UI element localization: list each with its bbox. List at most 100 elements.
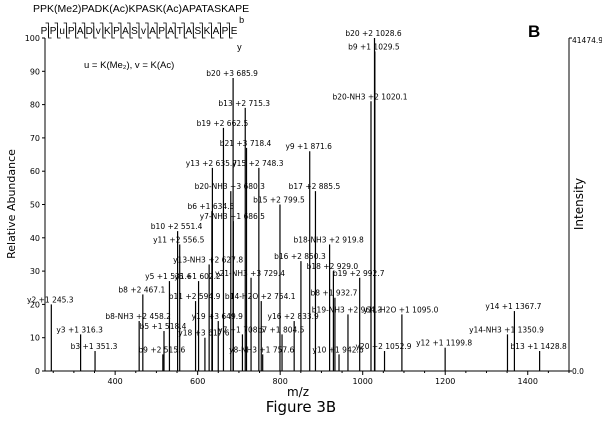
y-ion-cleavage-mark [165, 26, 170, 39]
peak-label: y12 +1 1199.8 [416, 339, 472, 348]
peak-label: b13 +1 1428.8 [510, 342, 567, 351]
peak-label: b20-NH3 +2 1020.1 [332, 92, 407, 101]
x-tick-label: 800 [273, 377, 288, 386]
y-ion-cleavage-mark [120, 26, 124, 39]
y-tick-label: 0 [35, 367, 40, 376]
y-ion-cleavage-mark [84, 26, 88, 39]
peak-label: b16 +2 850.3 [274, 252, 326, 261]
sequence-residue: A [185, 26, 192, 37]
sequence-residue: K [204, 26, 211, 37]
sequence-residue: P [50, 26, 57, 37]
peak-label: b6 +1 634.5 [187, 202, 234, 211]
peak-label: y2 +1 245.3 [27, 295, 74, 304]
peak-label: b20-NH3 +3 680.3 [195, 182, 266, 191]
y-ion-cleavage-mark [211, 26, 215, 39]
peak-label: b18-NH3 +2 919.8 [293, 235, 364, 244]
y-tick-label: 30 [30, 267, 40, 276]
sequence-residue: P [113, 26, 120, 37]
x-tick-label: 1000 [353, 377, 373, 386]
y-tick-label: 20 [30, 300, 40, 309]
y-axis-label: Relative Abundance [5, 149, 18, 259]
peak-label: b5 +1 518.4 [140, 322, 187, 331]
peak-label: y7-NH3 +1 686.5 [200, 212, 265, 221]
y-ion-cleavage-mark [111, 26, 115, 39]
y-ion-series-label: y [237, 42, 242, 52]
y-ion-cleavage-mark [201, 26, 206, 39]
sequence-residue: T [177, 26, 183, 37]
sequence-residue: A [149, 26, 156, 37]
y-ion-cleavage-mark [102, 26, 106, 39]
y-tick-label: 10 [30, 334, 40, 343]
sequence-residue: P [68, 26, 75, 37]
sequence-residue: u [59, 26, 65, 37]
peak-label: b19-NH3 +2 964.3 [312, 305, 383, 314]
peak-label: y5 +1 531.6 [145, 272, 192, 281]
peak-label: y10 +1 942.6 [312, 345, 364, 354]
peak-label: b17 +2 885.5 [289, 182, 341, 191]
peak-label: b13 +2 715.3 [218, 99, 270, 108]
peak-label: y16 +2 833.9 [268, 312, 320, 321]
sequence-residue: v [141, 26, 146, 37]
y-tick-label: 90 [30, 67, 40, 76]
y-ion-cleavage-mark [138, 26, 143, 39]
peak-label: b7 +1 804.5 [258, 325, 305, 334]
y-ion-cleavage-mark [174, 26, 179, 39]
right-axis-top-value: 41474.9 [572, 36, 602, 45]
sequence-residue: A [122, 26, 129, 37]
x-tick-label: 600 [190, 377, 205, 386]
sequence-residue: P [158, 26, 165, 37]
peaks-group [50, 38, 541, 371]
peak-label: b8-NH3 +2 458.2 [105, 312, 171, 321]
y-tick-label: 70 [30, 134, 40, 143]
x-axis-label: m/z [287, 385, 309, 399]
peak-label: y18 +3 617.6 [178, 329, 230, 338]
peak-label: b20 +2 1028.6 [345, 29, 402, 38]
peak-label: b9 +2 515.6 [138, 345, 185, 354]
sequence-residue: A [167, 26, 174, 37]
sequence-residue: S [131, 26, 138, 37]
y-tick-label: 80 [30, 101, 40, 110]
y-tick-label: 60 [30, 167, 40, 176]
sequence-residue: E [231, 26, 238, 37]
b-ion-series-label: b [239, 15, 244, 25]
modification-legend: u = K(Me₂), v = K(Ac) [84, 60, 174, 71]
peak-label: b11 +2 594.9 [169, 292, 221, 301]
sequence-residue: K [104, 26, 111, 37]
y-ion-cleavage-mark [192, 26, 197, 39]
peak-label: b15 +2 799.5 [253, 196, 305, 205]
y-ion-cleavage-mark [93, 26, 97, 39]
y-ion-cleavage-mark [229, 26, 233, 39]
y-ion-cleavage-mark [129, 26, 133, 39]
sequence-residue: A [77, 26, 84, 37]
y-ion-cleavage-mark [183, 26, 188, 39]
sequence-residue: A [213, 26, 220, 37]
peak-label: b3 +1 351.3 [71, 342, 118, 351]
x-tick-label: 1200 [435, 377, 455, 386]
peak-label: b9 +1 1029.5 [348, 42, 400, 51]
y-ion-cleavage-mark [48, 26, 52, 39]
axes-group: 0 10 20 30 40 50 60 70 80 90 100 400 600 800 1000 1200 1… [25, 34, 572, 386]
peak-label: b20 +3 685.9 [206, 69, 258, 78]
y-ion-cleavage-mark [156, 26, 161, 39]
peak-label: b8 +1 932.7 [311, 289, 358, 298]
peak-label: y19 +3 649.9 [192, 312, 244, 321]
peak-label: y15 +2 748.3 [232, 159, 284, 168]
y-ion-cleavage-mark [220, 26, 224, 39]
peak-label: b18 +2 929.0 [307, 262, 359, 271]
figure-caption: Figure 3B [265, 398, 337, 416]
right-axis-label: Intensity [572, 178, 586, 230]
peptide-sequence-title: PPK(Me2)PADK(Ac)KPASK(Ac)APATASKAPE [33, 3, 249, 15]
sequence-residue: P [41, 26, 48, 37]
peak-labels-group: b20 +2 1028.6 b9 +1 1029.5 b20-NH3 +2 1020… [27, 29, 567, 354]
peak-label: b21 +3 718.4 [220, 139, 272, 148]
sequence-residue: P [222, 26, 229, 37]
panel-label: B [528, 22, 540, 41]
x-tick-label: 1400 [518, 377, 538, 386]
peak-label: y7 +1 708.5 [218, 325, 265, 334]
peak-label: y8-NH3 +1 757.6 [229, 345, 294, 354]
y-tick-label: 40 [30, 234, 40, 243]
sequence-residue: S [195, 26, 202, 37]
y-tick-label: 100 [25, 34, 40, 43]
